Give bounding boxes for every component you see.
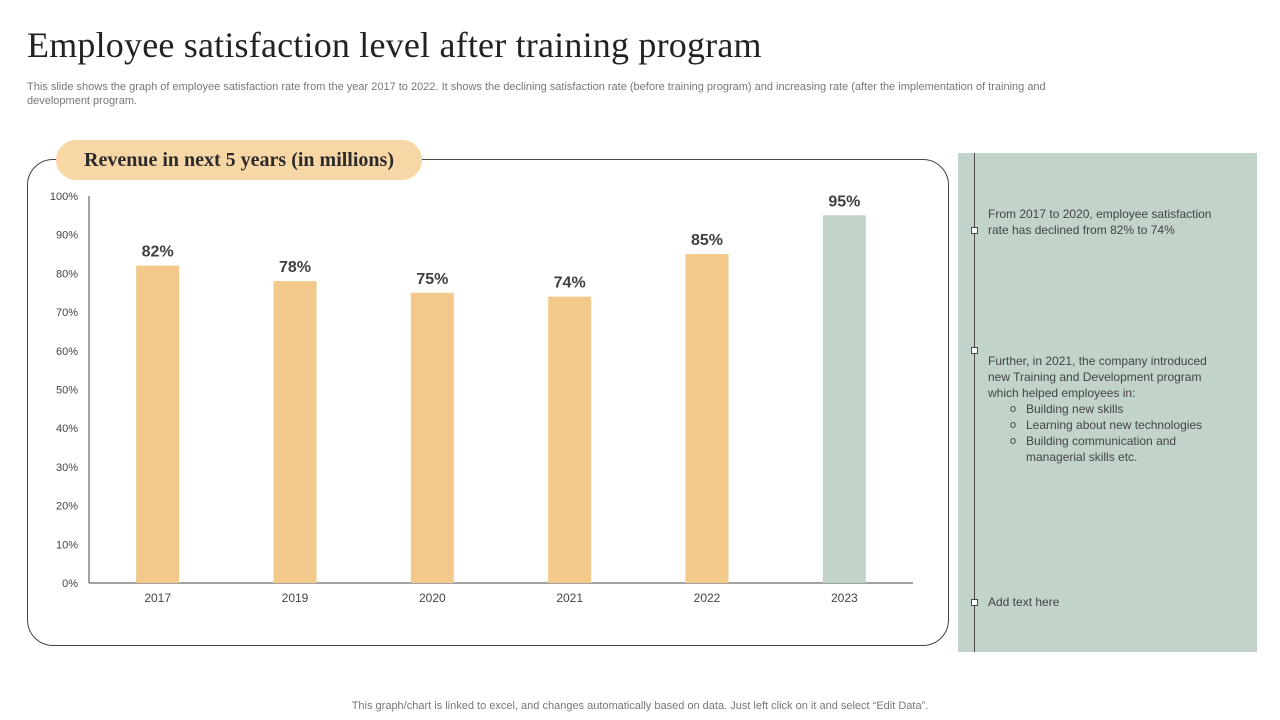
chart-title: Revenue in next 5 years (in millions): [56, 140, 422, 180]
y-tick-label: 70%: [56, 307, 78, 319]
data-label-2019: 78%: [279, 259, 311, 276]
x-tick-label: 2021: [556, 591, 583, 605]
benefit-item: Building communication and managerial sk…: [1010, 433, 1218, 465]
y-tick-label: 100%: [50, 191, 78, 203]
side-note-training: Further, in 2021, the company introduced…: [988, 353, 1218, 465]
chart-frame: [27, 159, 949, 646]
data-label-2023: 95%: [828, 193, 860, 210]
timeline-line: [974, 153, 975, 652]
side-panel: From 2017 to 2020, employee satisfaction…: [958, 153, 1257, 652]
y-tick-label: 90%: [56, 230, 78, 242]
y-tick-label: 30%: [56, 462, 78, 474]
x-tick-label: 2020: [419, 591, 446, 605]
side-note-decline: From 2017 to 2020, employee satisfaction…: [988, 207, 1212, 237]
y-tick-label: 80%: [56, 268, 78, 280]
data-label-2017: 82%: [142, 244, 174, 261]
timeline-dot-2: [971, 347, 978, 354]
x-tick-label: 2019: [282, 591, 309, 605]
side-note-placeholder[interactable]: Add text here: [988, 595, 1060, 609]
y-tick-label: 60%: [56, 346, 78, 358]
bar-2020: [410, 292, 454, 583]
page-title: Employee satisfaction level after traini…: [27, 25, 762, 65]
x-tick-label: 2023: [831, 591, 858, 605]
bar-2023: [822, 215, 866, 583]
page-subtitle: This slide shows the graph of employee s…: [27, 81, 1046, 107]
x-tick-label: 2017: [144, 591, 171, 605]
data-label-2021: 74%: [554, 275, 586, 292]
bar-2017: [136, 265, 180, 583]
x-tick-label: 2022: [694, 591, 721, 605]
y-tick-label: 50%: [56, 385, 78, 397]
bar-2019: [273, 281, 317, 583]
benefit-item: Building new skills: [1010, 401, 1218, 417]
y-tick-label: 20%: [56, 501, 78, 513]
benefit-item: Learning about new technologies: [1010, 417, 1218, 433]
timeline-dot-3: [971, 599, 978, 606]
y-tick-label: 10%: [56, 539, 78, 551]
data-label-2022: 85%: [691, 232, 723, 249]
bar-2022: [685, 254, 729, 584]
timeline-dot-1: [971, 227, 978, 234]
bar-2021: [548, 296, 592, 583]
y-tick-label: 0%: [62, 578, 78, 590]
y-tick-label: 40%: [56, 423, 78, 435]
footer-note: This graph/chart is linked to excel, and…: [351, 700, 929, 712]
data-label-2020: 75%: [416, 271, 448, 288]
side-note-training-intro: Further, in 2021, the company introduced…: [988, 354, 1207, 400]
training-benefits-list: Building new skills Learning about new t…: [988, 401, 1218, 465]
